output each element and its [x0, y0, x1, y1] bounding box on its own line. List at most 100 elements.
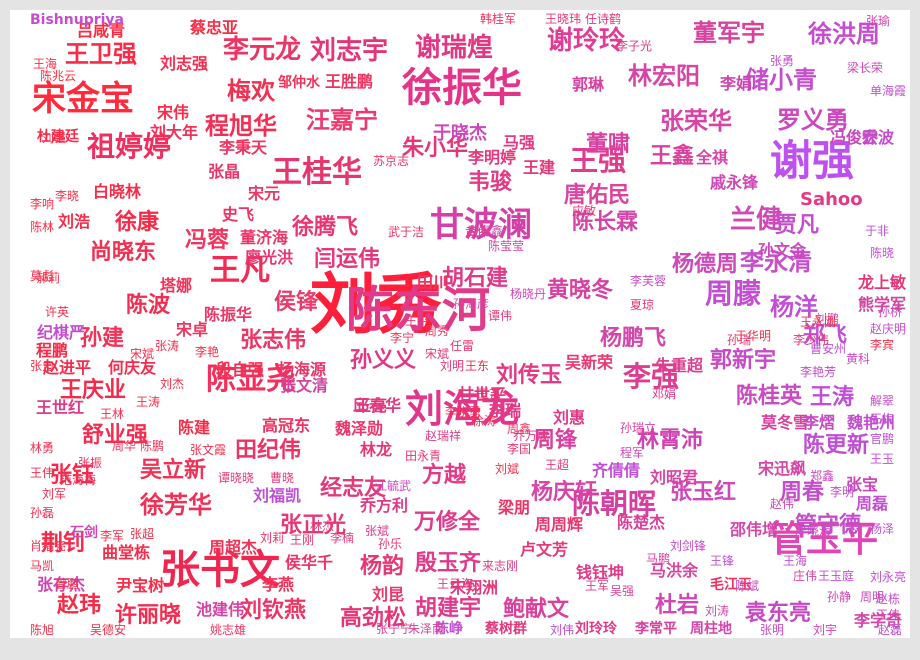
word-item: 肖福亮 — [30, 539, 67, 553]
word-item: 杨晓丹 — [510, 287, 547, 301]
word-item: 谭伟 — [488, 309, 513, 323]
word-item: 张晶 — [208, 162, 241, 181]
word-item: 张涛 — [155, 339, 180, 353]
word-item: 全祺 — [696, 148, 729, 167]
word-item: 郭新宇 — [710, 348, 777, 373]
word-item: 马强 — [503, 133, 536, 152]
word-item: 石剑 — [70, 525, 98, 541]
word-item: 宋卓 — [176, 320, 209, 339]
word-item: 张文霞 — [190, 443, 227, 457]
word-item: 史飞 — [222, 205, 255, 224]
word-item: 陈鹏 — [140, 439, 165, 453]
word-item: 刘宇 — [813, 623, 838, 637]
word-item: 陈长霖 — [572, 210, 639, 235]
word-item: 韦骏 — [468, 170, 513, 195]
word-item: 张勇 — [770, 54, 795, 68]
word-item: 陈林 — [30, 220, 55, 234]
word-item: 徐芳华 — [140, 491, 212, 519]
word-item: 王锋 — [710, 554, 735, 568]
word-item: 谢强 — [770, 136, 855, 185]
word-item: 李宾 — [870, 338, 895, 352]
word-item: 李秉天 — [219, 138, 268, 157]
word-item: 王海 — [33, 57, 58, 71]
word-item: 杜建廷 — [37, 129, 79, 145]
word-item: 张志伟 — [240, 328, 307, 353]
word-item: 董啸 — [586, 132, 631, 157]
word-item: 万修全 — [414, 510, 481, 535]
word-item: 林杰 — [310, 519, 335, 533]
word-item: 邵伟增 — [730, 520, 779, 539]
word-item: 侯锋 — [274, 290, 319, 315]
word-item: 董军宇 — [693, 19, 765, 47]
word-item: 郑鑫 — [810, 469, 835, 483]
word-item: 刘秀 — [310, 266, 442, 343]
word-item: 李芙蓉 — [630, 274, 667, 288]
word-item: 来志刚 — [482, 559, 519, 573]
word-item: 唐佑民 — [564, 183, 631, 208]
word-item: 刘钦燕 — [240, 598, 307, 623]
word-item: 任诗鹤 — [585, 12, 622, 26]
word-item: 刘福凯 — [253, 486, 302, 505]
word-item: 周超杰 — [209, 538, 258, 557]
word-item: 塔娜 — [160, 276, 193, 295]
word-item: 陈兆云 — [40, 69, 77, 83]
word-item: 袁东亮 — [745, 601, 812, 626]
word-item: 苏京志 — [373, 154, 410, 168]
word-item: 陈建 — [178, 418, 211, 437]
word-item: 田纪伟 — [235, 438, 302, 463]
word-item: 冯蓉 — [185, 228, 230, 253]
word-item: 李燕 — [262, 575, 295, 594]
word-item: 赵瑞祥 — [425, 429, 462, 443]
word-item: 刘大年 — [150, 123, 199, 142]
word-item: 曹晓 — [270, 471, 295, 485]
word-item: 李娟 — [720, 74, 753, 93]
word-item: 尚晓东 — [90, 240, 157, 265]
word-item: 戚永锋 — [710, 173, 759, 192]
word-item: 刘涛 — [705, 604, 730, 618]
word-item: 朱重超 — [655, 356, 704, 375]
word-item: 王桂华 — [272, 155, 362, 190]
word-item: 王海 — [783, 554, 808, 568]
word-item: 宋伟 — [157, 103, 190, 122]
word-item: 李明婷 — [468, 148, 517, 167]
word-item: 汪嘉宁 — [306, 106, 378, 134]
word-item: 陈旭 — [30, 623, 55, 637]
word-item: 官鹏 — [870, 432, 895, 446]
word-item: 齐倩倩 — [592, 461, 641, 480]
word-item: 梅欢 — [227, 77, 275, 105]
word-item: 朱小华 — [402, 136, 469, 161]
word-item: 王超 — [545, 458, 570, 472]
word-item: 李军 — [100, 529, 125, 543]
word-item: 徐腾飞 — [292, 215, 359, 240]
word-item: 林霄沛 — [637, 428, 704, 453]
word-cloud: 刘秀 谢强 徐振华 宋金宝 王桂华 甘波澜 陈东河 刘海龙 张书文 管玉平 陈显尧 王凡 周朦 陈朝晖 李强… — [10, 10, 910, 638]
word-item: 姚志雄 — [210, 623, 247, 637]
word-item: 刘志强 — [160, 54, 209, 73]
word-item: 孙义义 — [350, 348, 417, 373]
word-item: 经志友 — [320, 476, 387, 501]
word-item: 田永青 — [405, 449, 442, 463]
word-item: 王鑫 — [650, 144, 695, 169]
word-item: 王梅 — [870, 412, 895, 426]
word-item: 郝莉 — [36, 271, 61, 285]
word-item: 王世红 — [36, 398, 85, 417]
word-item: 程鹏 — [36, 341, 69, 360]
word-item: 刘惠 — [553, 408, 586, 427]
word-item: 王林 — [100, 407, 125, 421]
word-item: 尹宝树 — [116, 576, 165, 595]
word-item: 郭琳 — [572, 75, 605, 94]
word-item: 周明 — [860, 590, 885, 604]
word-item: 周鑫 — [507, 422, 532, 436]
word-item: 谭晓晓 — [218, 471, 255, 485]
word-item: 李学奇 — [854, 611, 903, 630]
word-item: 兰健 — [730, 205, 783, 235]
word-item: 冯俊乔 — [830, 128, 879, 147]
word-item: 甘波澜 — [430, 205, 532, 245]
word-item: 陈东河 — [346, 282, 491, 338]
word-item: 高冠东 — [262, 416, 311, 435]
word-item: 杨韵 — [360, 554, 405, 579]
word-item: 龙上敏 — [858, 273, 907, 292]
word-item: 池建伟 — [196, 600, 245, 619]
word-item: 贾凡 — [775, 213, 820, 238]
word-item: 解翠 — [870, 394, 895, 408]
